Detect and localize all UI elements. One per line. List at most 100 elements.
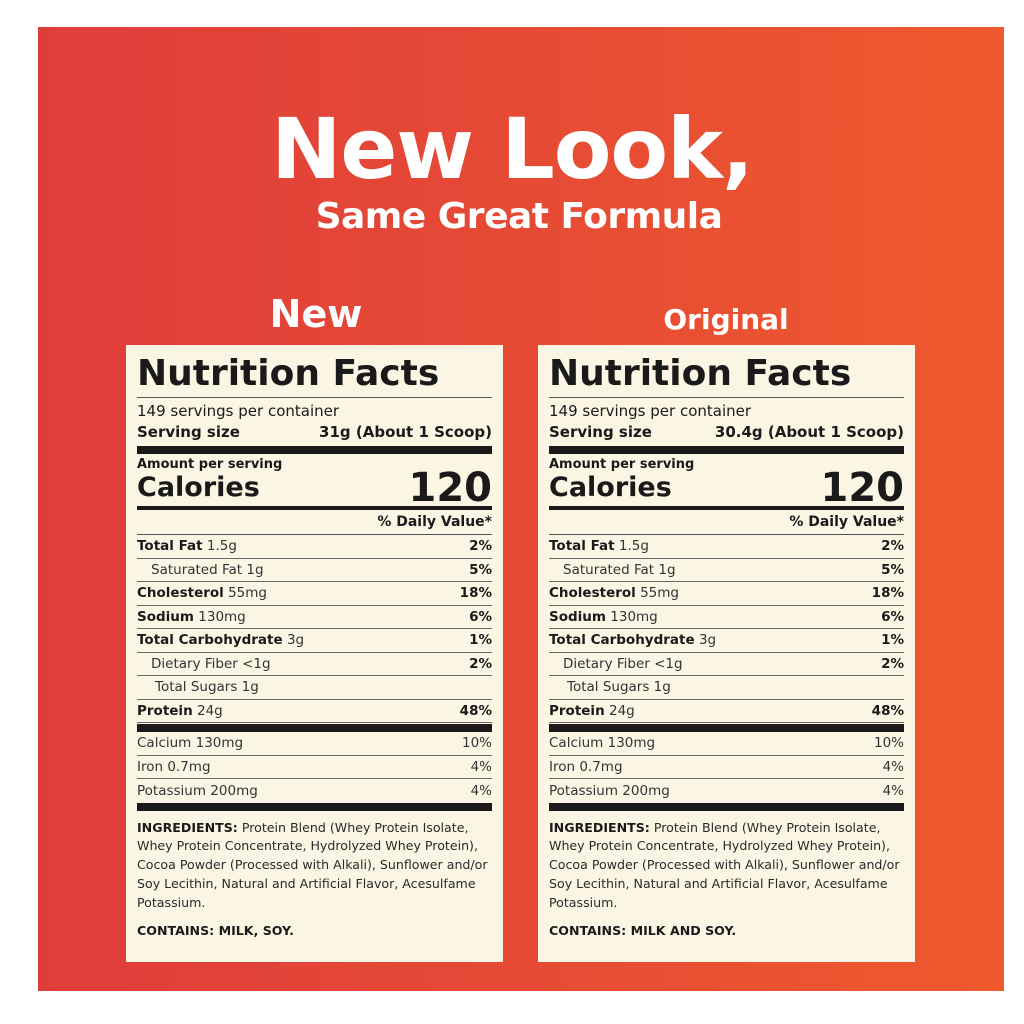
ingredients: INGREDIENTS: Protein Blend (Whey Protein…: [549, 819, 904, 913]
serving-size-label: Serving size: [549, 423, 652, 441]
nutrient-amount: 3g: [698, 632, 717, 648]
mineral-dv: 4%: [882, 782, 904, 799]
calories-label: Calories: [137, 472, 260, 503]
divider: [549, 724, 904, 732]
nutrient-name: Sodium: [549, 608, 606, 625]
mineral-dv: 10%: [873, 735, 904, 751]
nutrient-row: Total Sugars 1g: [137, 676, 492, 700]
nutrition-panel-original: Nutrition Facts 149 servings per contain…: [538, 345, 915, 962]
nutrient-dv: 6%: [469, 608, 492, 625]
nutrient-dv: 1%: [469, 632, 492, 648]
calories-row: Calories 120: [549, 465, 905, 511]
divider: [137, 724, 492, 732]
mineral-name: Iron 0.7mg: [137, 758, 211, 775]
ingredients-label: INGREDIENTS:: [137, 819, 238, 835]
calories-value: 120: [408, 465, 493, 511]
nutrient-amount: 24g: [196, 702, 223, 719]
nutrient-dv: 2%: [881, 655, 904, 672]
mineral-dv: 4%: [470, 758, 492, 775]
nutrient-amount: 55mg: [640, 585, 679, 601]
nutrient-row: Total Fat 1.5g 2%: [137, 535, 492, 559]
nutrient-amount: 55mg: [228, 585, 267, 601]
mineral-dv: 4%: [470, 782, 492, 799]
ingredients-text: Protein Blend (Whey Protein Isolate, Whe…: [549, 819, 900, 910]
nutrient-dv: 48%: [871, 702, 904, 719]
ingredients-text: Protein Blend (Whey Protein Isolate, Whe…: [137, 819, 488, 910]
mineral-name: Calcium 130mg: [137, 735, 244, 751]
mineral-name: Iron 0.7mg: [549, 758, 623, 775]
mineral-row: Calcium 130mg 10%: [549, 732, 904, 756]
nutrient-name: Protein: [137, 702, 193, 719]
nutrient-name: Total Fat: [549, 538, 615, 554]
ingredients: INGREDIENTS: Protein Blend (Whey Protein…: [137, 819, 492, 913]
nutrient-name: Saturated Fat 1g: [151, 561, 264, 578]
nutrient-name: Saturated Fat 1g: [563, 561, 676, 578]
nutrient-name: Total Sugars 1g: [155, 679, 259, 695]
allergen-statement: CONTAINS: MILK, SOY.: [137, 923, 294, 939]
daily-value-header: % Daily Value*: [137, 510, 492, 535]
serving-size-value: 31g (About 1 Scoop): [319, 423, 492, 441]
nutrient-row: Total Sugars 1g: [549, 676, 904, 700]
nutrient-name: Total Sugars 1g: [567, 679, 671, 695]
nutrient-row: Saturated Fat 1g 5%: [137, 559, 492, 582]
servings-per-container: 149 servings per container: [137, 402, 340, 420]
divider: [549, 506, 904, 510]
servings-per-container: 149 servings per container: [549, 402, 752, 420]
nutrient-dv: 5%: [469, 561, 492, 578]
allergen-statement: CONTAINS: MILK AND SOY.: [549, 923, 737, 939]
nutrition-facts-title: Nutrition Facts: [137, 351, 492, 398]
nutrition-facts-title: Nutrition Facts: [549, 351, 904, 398]
nutrient-amount: 24g: [608, 702, 635, 719]
serving-size-row: Serving size 30.4g (About 1 Scoop): [549, 421, 904, 443]
divider: [549, 802, 904, 811]
nutrient-dv: 18%: [459, 585, 492, 601]
nutrient-row: Total Fat 1.5g 2%: [549, 535, 904, 559]
mineral-dv: 10%: [461, 735, 492, 751]
calories-row: Calories 120: [137, 465, 493, 511]
nutrient-row: Total Carbohydrate 3g 1%: [549, 629, 904, 653]
nutrient-name: Cholesterol: [137, 585, 224, 601]
amount-per-serving: Amount per serving: [549, 457, 695, 472]
calories-label: Calories: [549, 472, 672, 503]
nutrient-dv: 5%: [881, 561, 904, 578]
serving-size-row: Serving size 31g (About 1 Scoop): [137, 421, 492, 443]
nutrient-dv: 2%: [881, 538, 904, 554]
nutrient-dv: 2%: [469, 655, 492, 672]
mineral-dv: 4%: [882, 758, 904, 775]
mineral-name: Calcium 130mg: [549, 735, 656, 751]
nutrient-name: Dietary Fiber <1g: [151, 655, 271, 672]
nutrient-row: Dietary Fiber <1g 2%: [137, 653, 492, 676]
nutrition-panel-new: Nutrition Facts 149 servings per contain…: [126, 345, 503, 962]
nutrient-dv: 2%: [469, 538, 492, 554]
nutrient-row: Protein 24g 48%: [549, 700, 904, 723]
heading-original: Original: [663, 303, 789, 336]
nutrient-name: Total Fat: [137, 538, 203, 554]
subheadline: Same Great Formula: [315, 196, 723, 237]
nutrient-dv: 18%: [871, 585, 904, 601]
nutrient-name: Protein: [549, 702, 605, 719]
nutrient-name: Dietary Fiber <1g: [563, 655, 683, 672]
nutrient-row: Sodium 130mg 6%: [137, 606, 492, 629]
divider: [549, 446, 904, 454]
mineral-row: Iron 0.7mg 4%: [137, 756, 492, 779]
nutrient-row: Cholesterol 55mg 18%: [137, 582, 492, 606]
nutrient-dv: 1%: [881, 632, 904, 648]
nutrient-row: Sodium 130mg 6%: [549, 606, 904, 629]
nutrient-row: Dietary Fiber <1g 2%: [549, 653, 904, 676]
mineral-name: Potassium 200mg: [137, 782, 258, 799]
nutrient-amount: 1.5g: [618, 538, 649, 554]
amount-per-serving: Amount per serving: [137, 457, 283, 472]
nutrient-amount: 130mg: [610, 608, 658, 625]
nutrient-row: Saturated Fat 1g 5%: [549, 559, 904, 582]
headline: New Look,: [271, 100, 754, 198]
daily-value-header: % Daily Value*: [549, 510, 904, 535]
nutrient-dv: 6%: [881, 608, 904, 625]
nutrient-name: Total Carbohydrate: [137, 632, 283, 648]
nutrient-amount: 1.5g: [206, 538, 237, 554]
nutrient-amount: 130mg: [198, 608, 246, 625]
nutrient-amount: 3g: [286, 632, 305, 648]
mineral-row: Potassium 200mg 4%: [137, 779, 492, 803]
nutrient-row: Total Carbohydrate 3g 1%: [137, 629, 492, 653]
calories-value: 120: [820, 465, 905, 511]
divider: [137, 802, 492, 811]
